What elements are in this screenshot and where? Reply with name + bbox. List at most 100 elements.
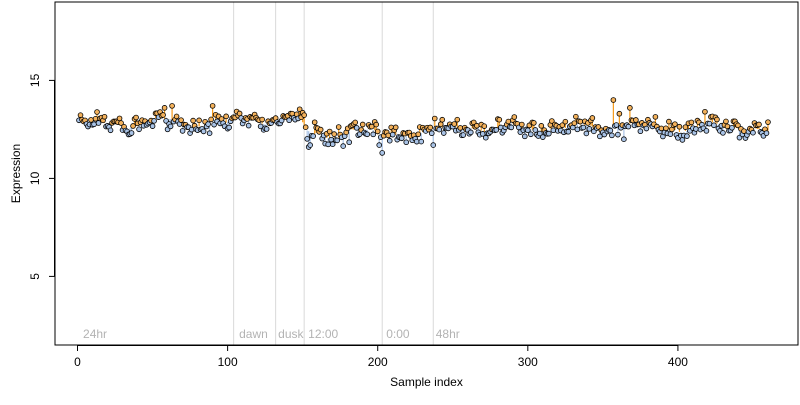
phase-label: 48hr xyxy=(436,327,460,341)
y-tick-label: 10 xyxy=(28,171,42,185)
data-point xyxy=(311,119,318,126)
plot-frame xyxy=(54,1,799,346)
data-point xyxy=(508,124,515,131)
phase-label: 12:00 xyxy=(308,327,338,341)
x-tick-label: 0 xyxy=(74,355,81,369)
data-point xyxy=(633,117,639,123)
phase-labels: 24hr dawn dusk 12:00 0:00 48hr xyxy=(83,327,460,341)
data-point xyxy=(178,117,184,123)
data-point xyxy=(161,105,168,111)
data-point xyxy=(684,133,690,139)
data-point xyxy=(335,124,342,130)
data-point xyxy=(693,126,699,132)
data-point xyxy=(627,105,633,111)
data-point xyxy=(711,122,717,129)
data-point xyxy=(525,127,531,134)
data-point xyxy=(374,128,381,135)
data-point xyxy=(720,130,726,136)
data-point xyxy=(128,130,135,136)
data-point xyxy=(77,112,84,118)
data-point xyxy=(667,131,674,137)
data-point xyxy=(546,130,552,137)
data-point xyxy=(413,138,420,145)
data-point xyxy=(94,109,100,115)
data-point xyxy=(169,103,175,109)
data-point xyxy=(550,127,557,134)
data-point xyxy=(473,122,480,129)
data-point xyxy=(538,123,545,129)
data-point xyxy=(723,118,729,125)
data-point xyxy=(310,133,316,139)
data-point xyxy=(430,142,437,148)
data-point xyxy=(167,123,174,130)
data-point xyxy=(496,116,503,123)
data-point xyxy=(226,124,232,131)
data-point xyxy=(562,118,569,125)
data-point xyxy=(326,128,333,135)
data-point xyxy=(643,125,650,132)
data-point xyxy=(467,129,474,136)
data-point xyxy=(454,116,461,123)
data-point xyxy=(505,118,512,125)
data-point xyxy=(621,136,627,143)
data-point xyxy=(431,115,438,122)
data-point xyxy=(259,116,265,123)
data-point xyxy=(116,115,123,122)
data-point xyxy=(571,120,578,126)
data-point xyxy=(549,118,555,124)
data-point xyxy=(179,128,186,134)
data-point xyxy=(610,97,617,103)
data-point xyxy=(531,120,537,126)
data-point xyxy=(334,137,340,144)
data-point xyxy=(418,138,425,145)
data-point xyxy=(616,110,623,117)
data-point xyxy=(565,128,572,135)
data-point xyxy=(370,131,377,138)
data-point xyxy=(302,124,309,130)
data-point xyxy=(577,118,584,125)
data-point xyxy=(652,114,659,120)
y-axis-title: Expression xyxy=(9,144,23,203)
data-point xyxy=(133,114,139,121)
data-point xyxy=(609,132,615,139)
data-point xyxy=(706,120,713,127)
data-point xyxy=(574,126,581,133)
data-point xyxy=(559,122,566,128)
data-point xyxy=(118,120,124,126)
data-point xyxy=(151,118,157,124)
y-tick-label: 5 xyxy=(28,273,42,280)
data-point xyxy=(702,108,708,115)
data-point xyxy=(208,116,214,123)
data-point xyxy=(92,115,99,122)
data-point xyxy=(637,128,644,135)
data-point xyxy=(173,113,180,120)
data-point xyxy=(368,123,375,130)
data-point xyxy=(457,125,464,131)
data-point xyxy=(666,118,672,125)
data-point xyxy=(511,114,518,120)
data-point xyxy=(735,122,741,129)
data-point xyxy=(304,136,310,142)
data-point xyxy=(392,124,399,131)
x-tick-label: 300 xyxy=(518,355,538,369)
data-point xyxy=(437,121,444,128)
data-point xyxy=(519,121,525,128)
data-point xyxy=(607,127,614,134)
data-point xyxy=(328,136,334,143)
data-point xyxy=(205,121,211,127)
data-point xyxy=(91,121,97,128)
data-point xyxy=(352,119,359,126)
data-point xyxy=(209,103,216,109)
data-point xyxy=(130,123,136,129)
data-point xyxy=(286,117,292,124)
data-point xyxy=(398,135,405,142)
y-axis: 5 10 15 xyxy=(28,73,55,280)
data-point xyxy=(440,130,447,136)
data-points xyxy=(76,97,771,156)
data-point xyxy=(296,106,303,113)
data-point xyxy=(493,127,500,133)
x-tick-label: 200 xyxy=(368,355,388,369)
x-tick-label: 100 xyxy=(218,355,238,369)
data-point xyxy=(703,128,710,134)
data-point xyxy=(676,123,683,130)
